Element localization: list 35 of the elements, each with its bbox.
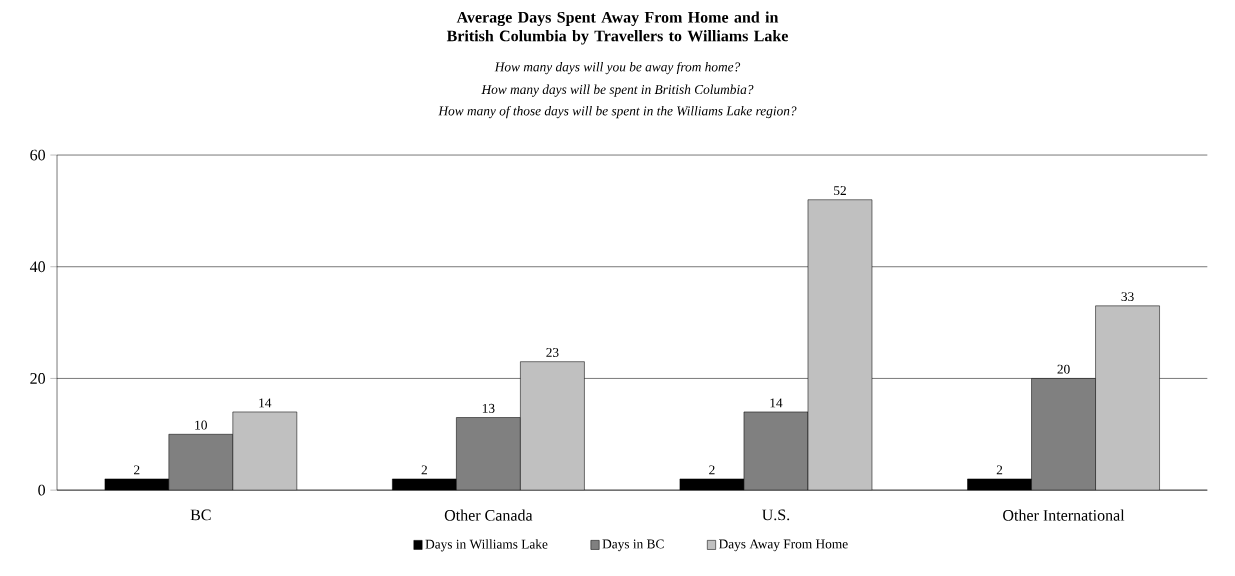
bar	[1095, 305, 1160, 491]
data-label: 2	[134, 465, 140, 475]
bar	[1031, 378, 1096, 491]
x-tick-label: BC	[190, 509, 211, 521]
data-label: 2	[421, 465, 427, 475]
data-label: 13	[482, 403, 495, 413]
bar	[807, 199, 873, 491]
bar	[456, 417, 521, 491]
data-label: 20	[1057, 364, 1070, 374]
bar	[232, 411, 298, 491]
legend-label: Days in Williams Lake	[425, 539, 548, 552]
bar	[168, 433, 234, 491]
y-tick-label: 40	[29, 261, 46, 273]
legend-label: Days in BC	[602, 539, 664, 552]
x-tick-label: Other International	[1003, 509, 1125, 521]
data-label: 2	[709, 465, 715, 475]
chart-title: Average Days Spent Away From Home and in British Columbia by Travellers to Williams Lake	[446, 11, 788, 45]
legend-label: Days Away From Home	[718, 539, 848, 552]
data-label: 14	[259, 398, 272, 408]
text: How many of those days will be spent in the Williams Lake region?	[438, 105, 797, 119]
bar	[743, 411, 809, 491]
bar	[520, 361, 585, 491]
y-tick-label: 60	[30, 149, 46, 161]
x-tick-label: U.S.	[762, 509, 790, 521]
data-label: 33	[1121, 292, 1134, 302]
text: How many days will be spent in British Columbia?	[481, 84, 754, 97]
x-tick-label: Other Canada	[444, 509, 533, 521]
data-label: 52	[834, 185, 846, 195]
y-tick-label: 20	[30, 372, 46, 384]
data-label: 2	[996, 465, 1003, 475]
chart-subtitle: How many days will you be away from home?	[494, 61, 741, 75]
y-tick-label: 0	[38, 484, 46, 496]
data-label: 10	[195, 420, 207, 430]
data-label: 23	[546, 347, 559, 357]
data-label: 14	[770, 398, 783, 408]
